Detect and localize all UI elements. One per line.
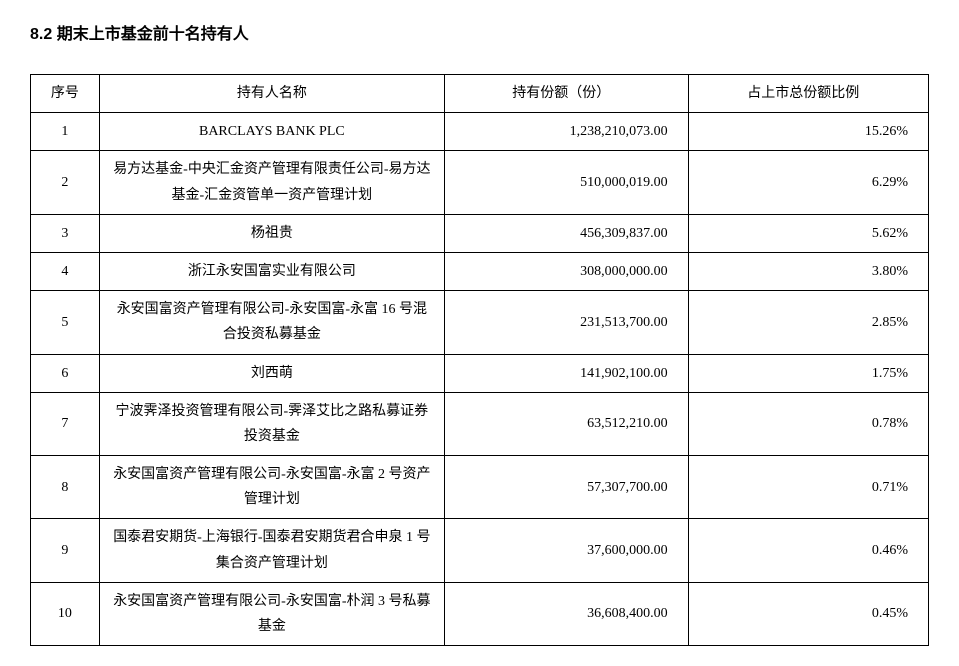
cell-shares: 231,513,700.00 bbox=[444, 291, 688, 354]
table-row: 6刘西萌141,902,100.001.75% bbox=[31, 354, 929, 392]
cell-shares: 510,000,019.00 bbox=[444, 151, 688, 214]
table-row: 8永安国富资产管理有限公司-永安国富-永富 2 号资产管理计划57,307,70… bbox=[31, 456, 929, 519]
cell-name: 易方达基金-中央汇金资产管理有限责任公司-易方达基金-汇金资管单一资产管理计划 bbox=[99, 151, 444, 214]
cell-shares: 308,000,000.00 bbox=[444, 252, 688, 290]
table-row: 1BARCLAYS BANK PLC1,238,210,073.0015.26% bbox=[31, 113, 929, 151]
cell-shares: 36,608,400.00 bbox=[444, 582, 688, 645]
cell-pct: 1.75% bbox=[688, 354, 928, 392]
cell-pct: 0.46% bbox=[688, 519, 928, 582]
table-row: 5永安国富资产管理有限公司-永安国富-永富 16 号混合投资私募基金231,51… bbox=[31, 291, 929, 354]
cell-pct: 0.45% bbox=[688, 582, 928, 645]
cell-shares: 37,600,000.00 bbox=[444, 519, 688, 582]
cell-name: 国泰君安期货-上海银行-国泰君安期货君合申泉 1 号集合资产管理计划 bbox=[99, 519, 444, 582]
cell-name: 永安国富资产管理有限公司-永安国富-永富 2 号资产管理计划 bbox=[99, 456, 444, 519]
cell-seq: 2 bbox=[31, 151, 100, 214]
cell-shares: 63,512,210.00 bbox=[444, 392, 688, 455]
cell-seq: 10 bbox=[31, 582, 100, 645]
table-row: 7宁波霁泽投资管理有限公司-霁泽艾比之路私募证券投资基金63,512,210.0… bbox=[31, 392, 929, 455]
cell-name: 永安国富资产管理有限公司-永安国富-永富 16 号混合投资私募基金 bbox=[99, 291, 444, 354]
holders-table: 序号 持有人名称 持有份额（份） 占上市总份额比例 1BARCLAYS BANK… bbox=[30, 74, 929, 646]
cell-shares: 456,309,837.00 bbox=[444, 214, 688, 252]
col-header-shares: 持有份额（份） bbox=[444, 75, 688, 113]
cell-name: 浙江永安国富实业有限公司 bbox=[99, 252, 444, 290]
cell-seq: 5 bbox=[31, 291, 100, 354]
cell-shares: 57,307,700.00 bbox=[444, 456, 688, 519]
cell-pct: 15.26% bbox=[688, 113, 928, 151]
table-body: 1BARCLAYS BANK PLC1,238,210,073.0015.26%… bbox=[31, 113, 929, 646]
cell-name: 刘西萌 bbox=[99, 354, 444, 392]
cell-shares: 141,902,100.00 bbox=[444, 354, 688, 392]
cell-pct: 6.29% bbox=[688, 151, 928, 214]
cell-pct: 2.85% bbox=[688, 291, 928, 354]
table-row: 3杨祖贵456,309,837.005.62% bbox=[31, 214, 929, 252]
col-header-seq: 序号 bbox=[31, 75, 100, 113]
cell-seq: 3 bbox=[31, 214, 100, 252]
cell-seq: 9 bbox=[31, 519, 100, 582]
cell-seq: 8 bbox=[31, 456, 100, 519]
cell-seq: 7 bbox=[31, 392, 100, 455]
table-row: 10永安国富资产管理有限公司-永安国富-朴润 3 号私募基金36,608,400… bbox=[31, 582, 929, 645]
cell-pct: 0.71% bbox=[688, 456, 928, 519]
table-row: 9国泰君安期货-上海银行-国泰君安期货君合申泉 1 号集合资产管理计划37,60… bbox=[31, 519, 929, 582]
cell-seq: 4 bbox=[31, 252, 100, 290]
table-header-row: 序号 持有人名称 持有份额（份） 占上市总份额比例 bbox=[31, 75, 929, 113]
cell-pct: 5.62% bbox=[688, 214, 928, 252]
cell-seq: 6 bbox=[31, 354, 100, 392]
cell-name: 永安国富资产管理有限公司-永安国富-朴润 3 号私募基金 bbox=[99, 582, 444, 645]
cell-name: 宁波霁泽投资管理有限公司-霁泽艾比之路私募证券投资基金 bbox=[99, 392, 444, 455]
col-header-pct: 占上市总份额比例 bbox=[688, 75, 928, 113]
section-heading: 8.2 期末上市基金前十名持有人 bbox=[30, 20, 929, 44]
cell-name: BARCLAYS BANK PLC bbox=[99, 113, 444, 151]
table-row: 2易方达基金-中央汇金资产管理有限责任公司-易方达基金-汇金资管单一资产管理计划… bbox=[31, 151, 929, 214]
cell-pct: 0.78% bbox=[688, 392, 928, 455]
cell-name: 杨祖贵 bbox=[99, 214, 444, 252]
cell-seq: 1 bbox=[31, 113, 100, 151]
col-header-name: 持有人名称 bbox=[99, 75, 444, 113]
table-row: 4浙江永安国富实业有限公司308,000,000.003.80% bbox=[31, 252, 929, 290]
cell-pct: 3.80% bbox=[688, 252, 928, 290]
cell-shares: 1,238,210,073.00 bbox=[444, 113, 688, 151]
